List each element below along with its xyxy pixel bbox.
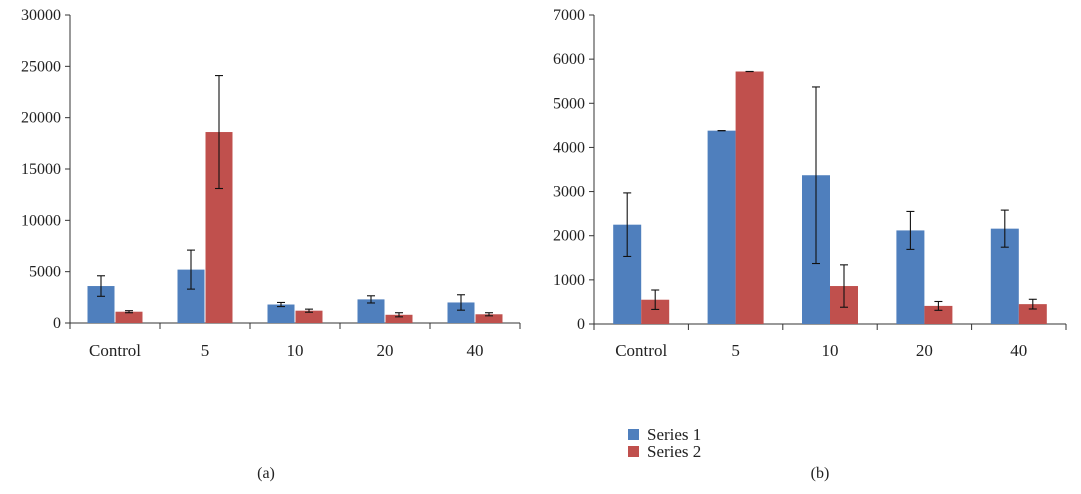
y-tick-label: 4000 — [553, 139, 585, 156]
bar-series-2 — [295, 310, 323, 323]
error-bar — [934, 300, 943, 311]
error-bar — [395, 312, 403, 318]
error-bar — [97, 275, 105, 297]
error-bar — [812, 86, 820, 265]
chart-b: 0 1000 2000 3000 4000 5000 6000 7000 Control 5 10 2… — [553, 7, 1067, 360]
y-tick-label: 1000 — [553, 272, 585, 289]
bar-series-2 — [924, 305, 953, 324]
y-tick-label: 3000 — [553, 184, 585, 201]
bar-series-1 — [357, 299, 385, 323]
x-category-label: 20 — [377, 341, 394, 360]
error-bar — [1000, 209, 1009, 248]
error-bar — [906, 210, 915, 250]
bar-series-2 — [385, 314, 413, 323]
legend-swatch-series-2 — [628, 446, 639, 457]
x-category-label: 20 — [916, 341, 933, 360]
error-bar — [840, 264, 848, 308]
y-tick-label: 25000 — [21, 58, 61, 75]
bar-series-2 — [1018, 304, 1047, 324]
bar-series-1 — [707, 130, 736, 324]
y-tick-label: 6000 — [553, 51, 585, 68]
y-tick-label: 0 — [53, 315, 61, 332]
error-bar — [1028, 298, 1037, 310]
x-category-label: 40 — [1010, 341, 1027, 360]
bar-series-1 — [267, 304, 295, 323]
legend-label-series-2: Series 2 — [647, 442, 701, 461]
error-bar — [215, 75, 223, 190]
x-category-label: 10 — [822, 341, 839, 360]
error-bar — [485, 312, 493, 317]
error-bar — [187, 249, 195, 290]
panel-label-b: (b) — [811, 465, 830, 482]
y-tick-label: 10000 — [21, 212, 61, 229]
bar-series-2 — [735, 71, 764, 324]
bar-series-2 — [115, 311, 143, 323]
x-category-label: Control — [89, 341, 141, 360]
x-category-label: 40 — [467, 341, 484, 360]
legend-swatch-series-1 — [628, 429, 639, 440]
chart-a: 0 5000 10000 15000 20000 25000 30000 Control 5 10… — [21, 7, 521, 360]
x-category-label: 10 — [287, 341, 304, 360]
panel-label-a: (a) — [257, 465, 275, 482]
y-tick-label: 5000 — [29, 264, 61, 281]
y-tick-label: 5000 — [553, 95, 585, 112]
error-bar — [623, 192, 632, 258]
x-category-label: 5 — [201, 341, 210, 360]
y-tick-label: 20000 — [21, 110, 61, 127]
error-bar — [125, 310, 133, 314]
x-category-label: 5 — [731, 341, 740, 360]
y-tick-label: 15000 — [21, 161, 61, 178]
y-tick-label: 0 — [577, 316, 585, 333]
error-bar — [367, 295, 375, 304]
y-tick-label: 30000 — [21, 7, 61, 24]
y-tick-label: 2000 — [553, 228, 585, 245]
error-bar — [457, 294, 465, 311]
error-bar — [277, 301, 285, 308]
legend: Series 1 Series 2 — [628, 425, 701, 461]
bar-series-2 — [475, 314, 503, 323]
legend-label-series-1: Series 1 — [647, 425, 701, 444]
y-tick-label: 7000 — [553, 7, 585, 24]
x-category-label: Control — [615, 341, 667, 360]
error-bar — [651, 289, 660, 310]
bar-series-1 — [447, 302, 475, 323]
error-bar — [305, 308, 313, 313]
